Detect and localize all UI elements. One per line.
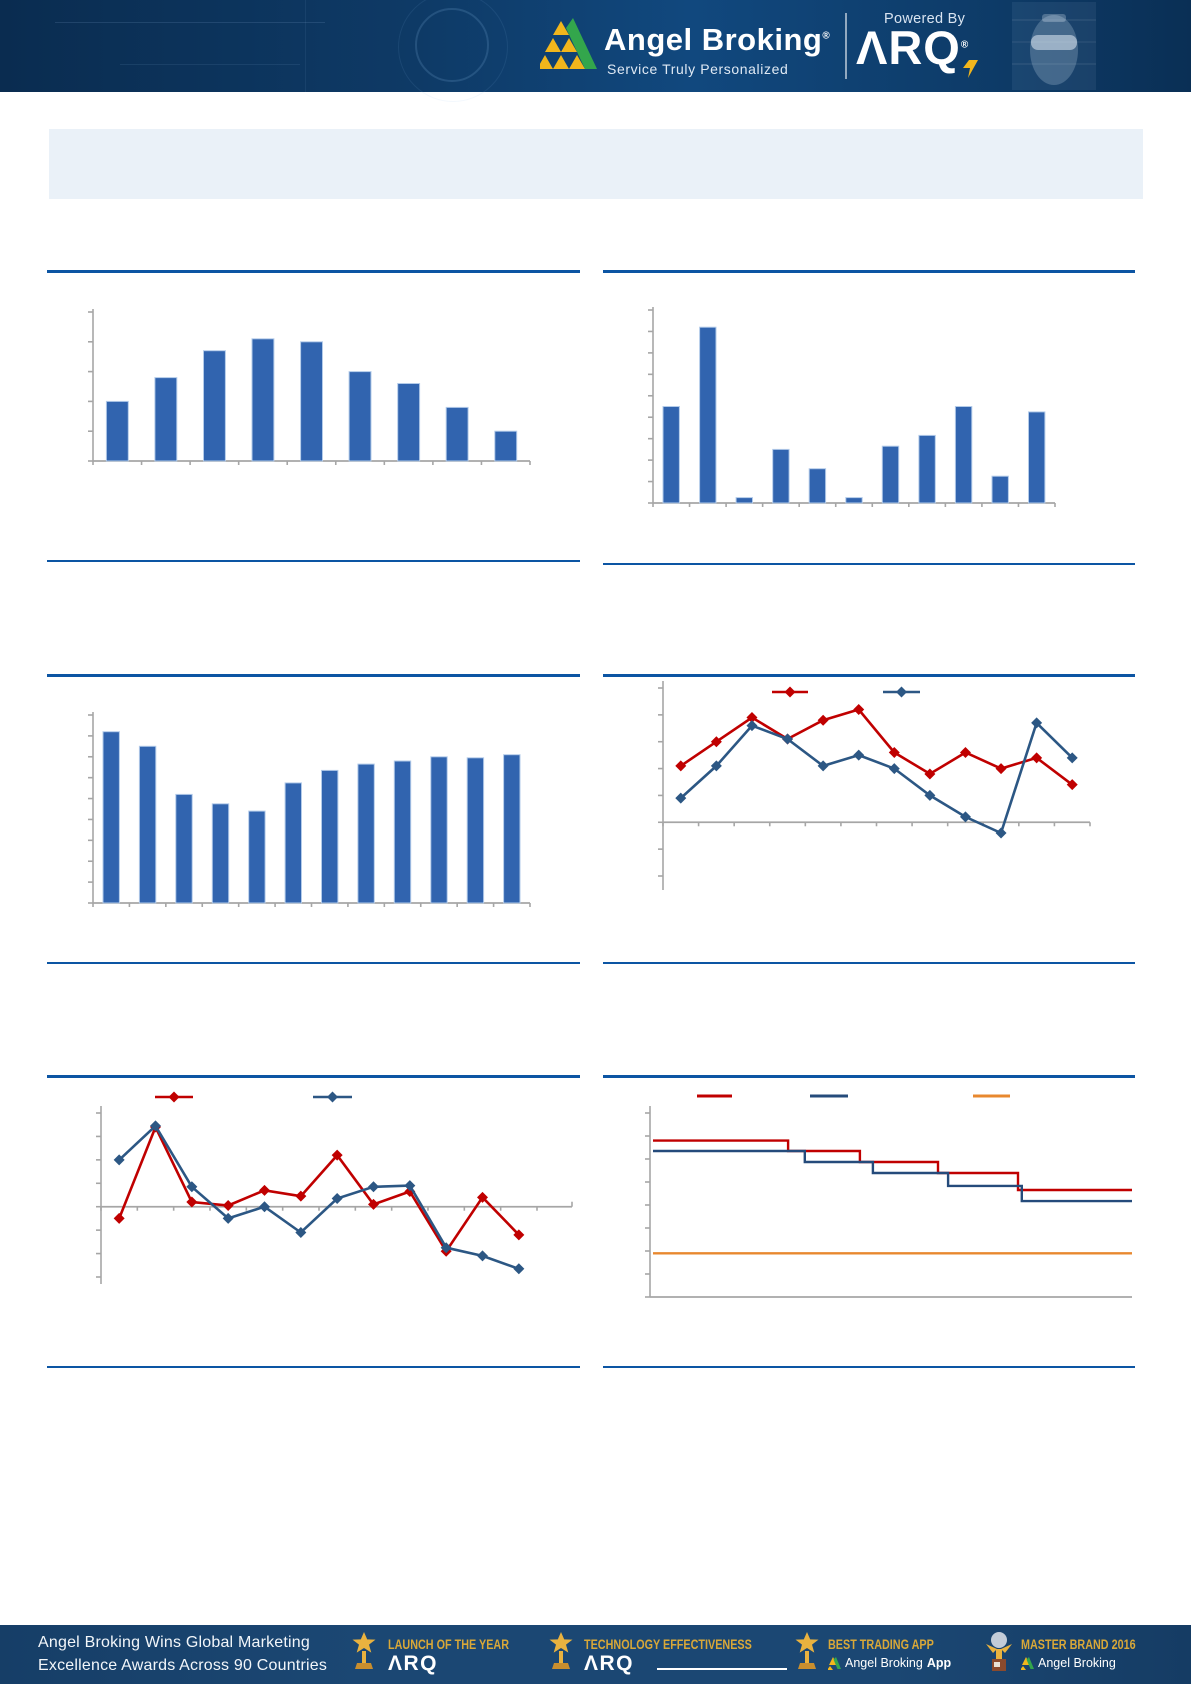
bar-chart-3-canvas — [88, 712, 531, 907]
bar-chart-2-canvas — [648, 307, 1056, 507]
arq-lightning-bolt-icon — [963, 60, 978, 78]
award-subtitle: Angel Broking — [1021, 1656, 1116, 1670]
section-title-rule — [47, 674, 580, 677]
section-bottom-rule — [603, 1366, 1135, 1368]
section-bottom-rule — [47, 560, 580, 562]
brand-tagline: Service Truly Personalized — [607, 61, 789, 77]
section-title-rule — [47, 270, 580, 273]
line-chart-5-canvas — [96, 1091, 573, 1284]
powered-by-label: Powered By — [884, 11, 966, 27]
award-subtitle: Angel Broking App — [828, 1656, 951, 1670]
award-subtitle-bold: App — [926, 1656, 952, 1670]
trophy-globe-icon — [986, 1632, 1012, 1671]
angel-mini-logo-icon — [828, 1656, 841, 1670]
step-chart-6-canvas — [645, 1094, 1132, 1298]
arq-registered-mark: ® — [960, 39, 970, 51]
section-title-rule — [603, 674, 1135, 677]
angel-broking-logo-icon — [540, 18, 597, 69]
brand-name: Angel Broking — [604, 22, 823, 57]
section-bottom-rule — [603, 962, 1135, 964]
section-bottom-rule — [47, 1366, 580, 1368]
header-banner: Angel Broking® Service Truly Personalize… — [0, 0, 1191, 102]
award-title: BEST TRADING APP — [828, 1637, 934, 1652]
header-pattern-line — [120, 64, 300, 65]
trophy-star-icon — [549, 1632, 573, 1669]
arq-logo-text: ΛRQ — [856, 21, 961, 74]
section-bottom-rule — [47, 962, 580, 964]
arq-logo: ΛRQ® — [856, 22, 969, 74]
header-pattern-line — [305, 0, 306, 92]
award-title: LAUNCH OF THE YEAR — [388, 1637, 510, 1652]
line-chart-4-canvas — [658, 681, 1091, 890]
section-title-rule — [603, 1075, 1135, 1078]
award-subtitle: ΛRQ — [388, 1652, 439, 1675]
header-divider — [845, 13, 847, 79]
award-subtitle-text: Angel Broking — [1038, 1656, 1116, 1670]
brand-registered-mark: ® — [822, 30, 831, 42]
bar-chart-1-canvas — [88, 309, 531, 465]
trophy-star-icon — [795, 1632, 819, 1669]
angel-mini-logo-icon — [1021, 1656, 1034, 1670]
robot-head-icon — [1012, 2, 1096, 90]
section-title-rule — [603, 270, 1135, 273]
brand-title: Angel Broking® — [604, 22, 830, 58]
section-bottom-rule — [603, 563, 1135, 565]
report-title-box — [49, 129, 1143, 199]
award-subtitle-text: Angel Broking — [845, 1656, 923, 1670]
award-underline — [657, 1668, 787, 1670]
section-title-rule — [47, 1075, 580, 1078]
footer-banner: Angel Broking Wins Global Marketing Exce… — [0, 1625, 1191, 1684]
trophy-star-icon — [352, 1632, 376, 1669]
header-pattern-line — [55, 22, 325, 23]
award-title: MASTER BRAND 2016 — [1021, 1637, 1136, 1652]
award-subtitle: ΛRQ — [584, 1652, 635, 1675]
footer-awards-text: Angel Broking Wins Global Marketing Exce… — [38, 1632, 327, 1678]
award-title: TECHNOLOGY EFFECTIVENESS — [584, 1637, 752, 1652]
footer-awards-line1: Angel Broking Wins Global Marketing — [38, 1634, 311, 1651]
header-pattern-ring — [398, 0, 508, 102]
footer-awards-line2: Excellence Awards Across 90 Countries — [38, 1656, 328, 1674]
